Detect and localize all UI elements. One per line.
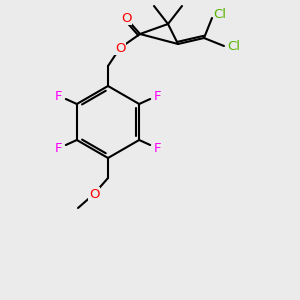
- Text: F: F: [153, 89, 161, 103]
- Text: O: O: [121, 11, 131, 25]
- Text: Cl: Cl: [214, 8, 226, 20]
- Text: F: F: [55, 89, 63, 103]
- Text: F: F: [55, 142, 63, 154]
- Text: O: O: [89, 188, 99, 200]
- Text: Cl: Cl: [227, 40, 241, 52]
- Text: O: O: [115, 41, 125, 55]
- Text: F: F: [153, 142, 161, 154]
